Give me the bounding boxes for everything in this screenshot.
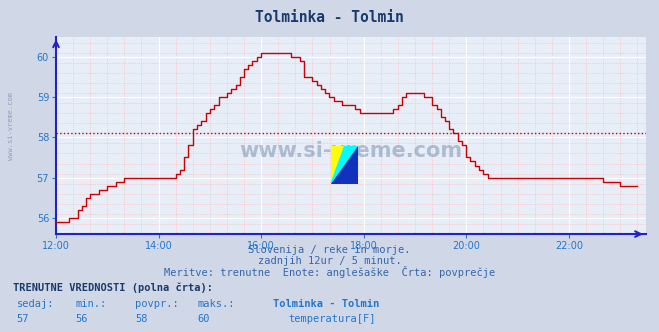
Polygon shape [331, 146, 358, 184]
Text: 57: 57 [16, 314, 29, 324]
Text: Slovenija / reke in morje.: Slovenija / reke in morje. [248, 245, 411, 255]
Text: sedaj:: sedaj: [16, 299, 54, 309]
Polygon shape [331, 146, 358, 184]
Text: povpr.:: povpr.: [135, 299, 179, 309]
Text: 60: 60 [198, 314, 210, 324]
Text: Tolminka - Tolmin: Tolminka - Tolmin [255, 10, 404, 25]
Text: TRENUTNE VREDNOSTI (polna črta):: TRENUTNE VREDNOSTI (polna črta): [13, 283, 213, 293]
Text: zadnjih 12ur / 5 minut.: zadnjih 12ur / 5 minut. [258, 256, 401, 266]
Text: temperatura[F]: temperatura[F] [289, 314, 376, 324]
Polygon shape [331, 146, 345, 184]
Text: Meritve: trenutne  Enote: anglešaške  Črta: povprečje: Meritve: trenutne Enote: anglešaške Črta… [164, 266, 495, 278]
Text: Tolminka - Tolmin: Tolminka - Tolmin [273, 299, 380, 309]
Text: www.si-vreme.com: www.si-vreme.com [8, 92, 14, 160]
Text: maks.:: maks.: [198, 299, 235, 309]
Text: www.si-vreme.com: www.si-vreme.com [239, 141, 463, 161]
Text: min.:: min.: [76, 299, 107, 309]
Text: 56: 56 [76, 314, 88, 324]
Text: 58: 58 [135, 314, 148, 324]
